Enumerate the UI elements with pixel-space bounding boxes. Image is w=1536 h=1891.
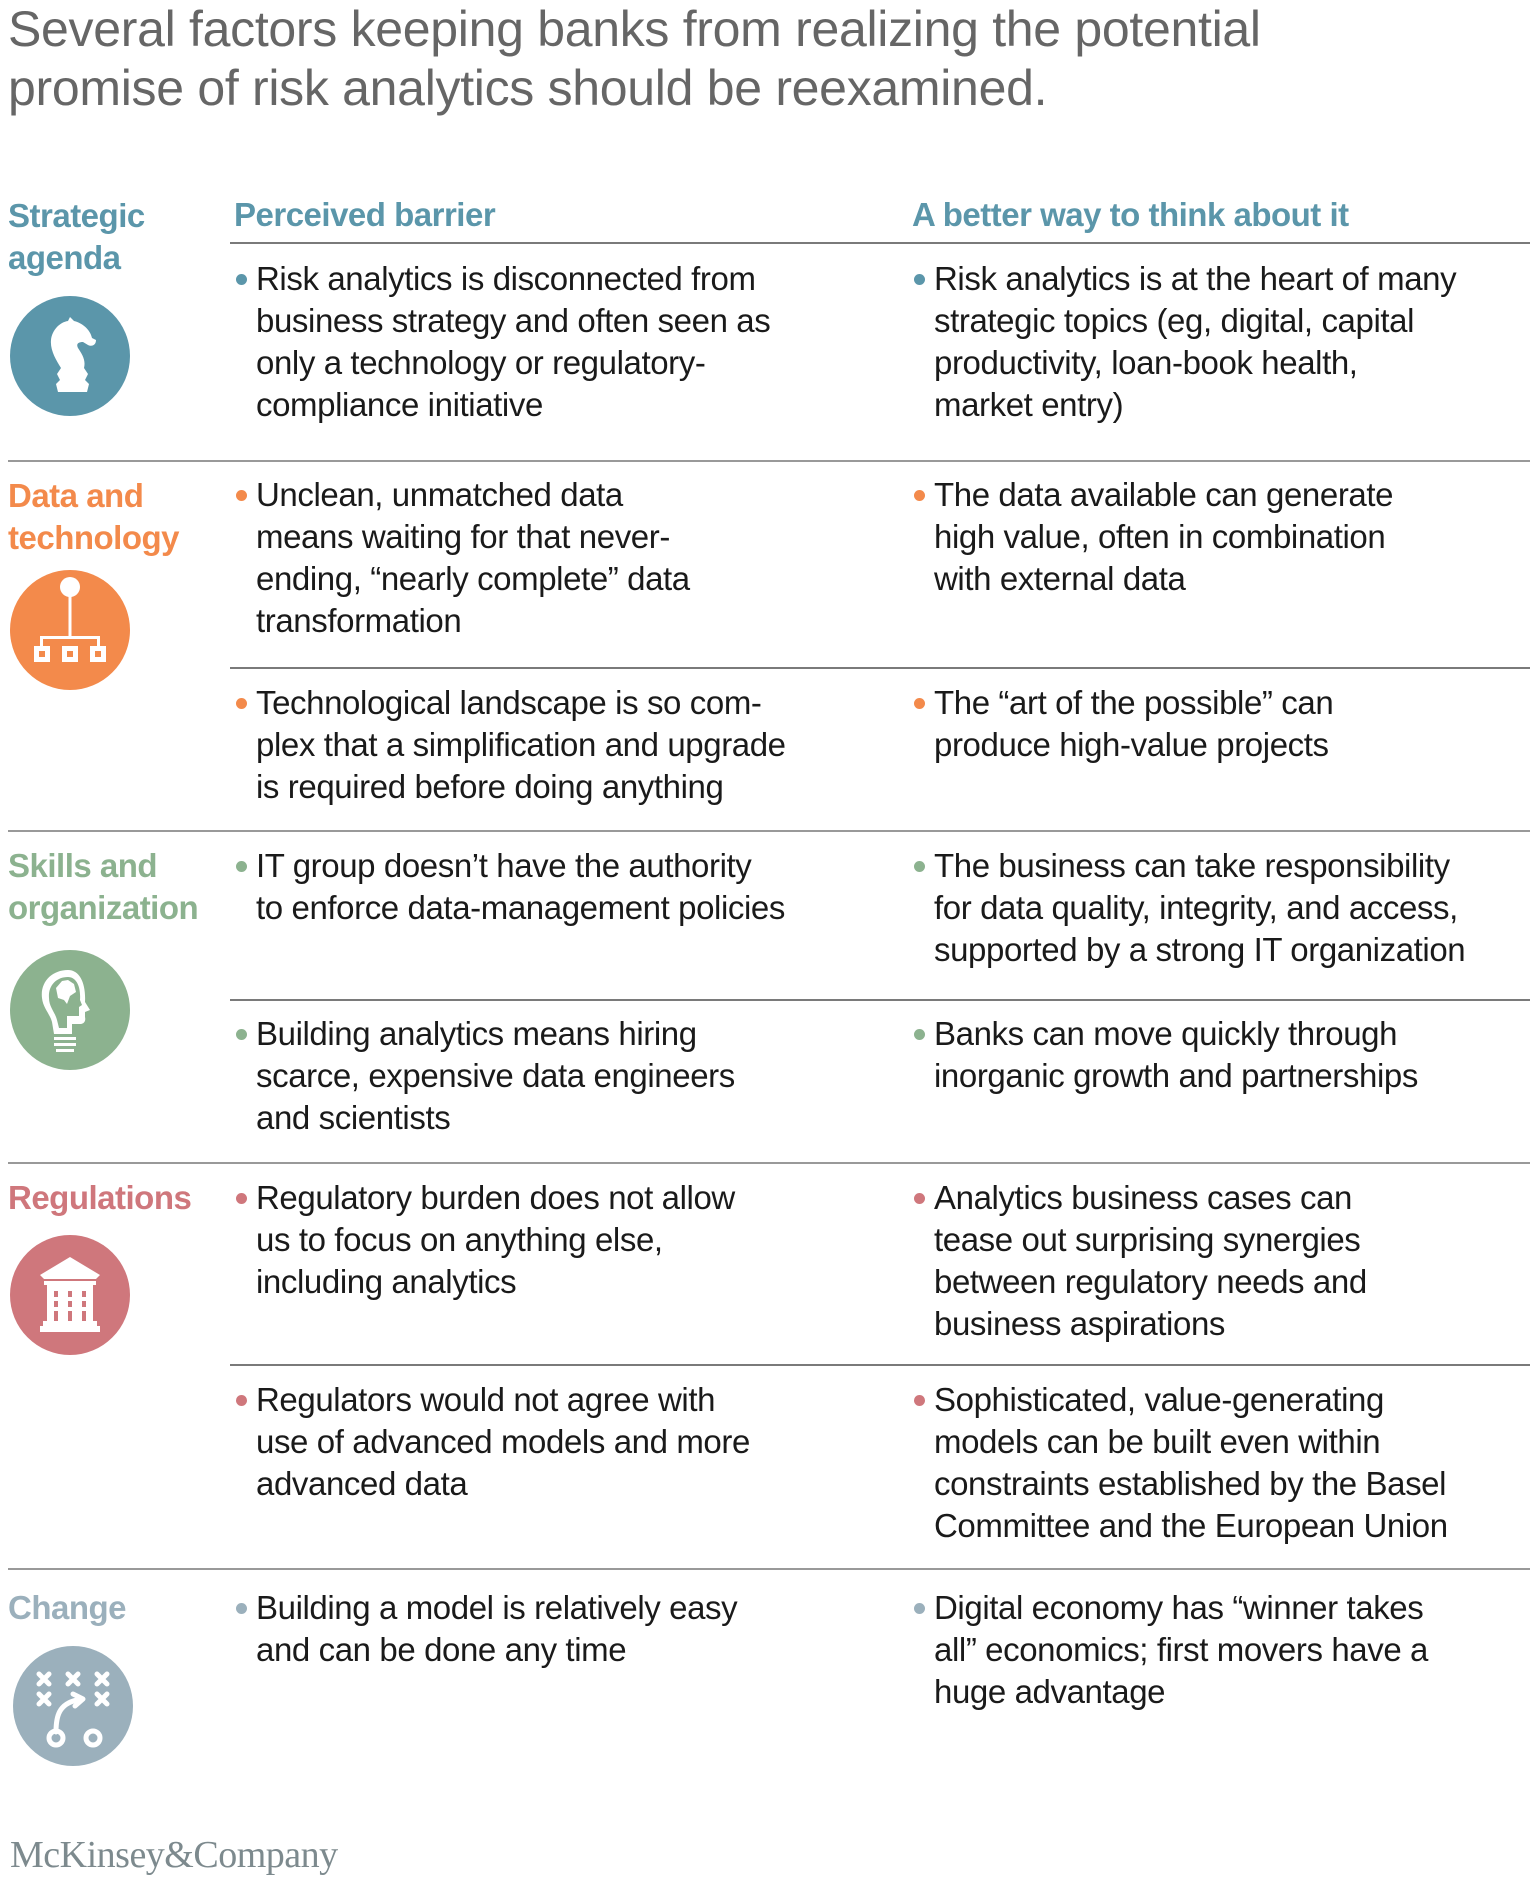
text-line: between regulatory needs and	[934, 1263, 1367, 1300]
text-line: tease out surprising synergies	[934, 1221, 1361, 1258]
text-line: The “art of the possible” can	[934, 684, 1334, 721]
category-label-line: Strategic	[8, 197, 145, 234]
bullet-icon	[236, 1029, 247, 1040]
category-label: Regulations	[8, 1177, 192, 1219]
text-line: constraints established by the Basel	[934, 1465, 1447, 1502]
text-line: Regulators would not agree with	[256, 1381, 716, 1418]
mckinsey-logo: McKinsey&Company	[10, 1834, 338, 1876]
network-hierarchy-icon	[10, 570, 130, 690]
row-divider	[230, 999, 1530, 1001]
bullet-icon	[236, 1395, 247, 1406]
bullet-icon	[914, 1395, 925, 1406]
bullet-icon	[914, 698, 925, 709]
row-divider	[230, 667, 1530, 669]
column-header-better-way: A better way to think about it	[912, 196, 1349, 233]
category-label: Change	[8, 1587, 127, 1629]
text-line: scarce, expensive data engineers	[256, 1057, 735, 1094]
bullet-icon	[236, 274, 247, 285]
text-line: all” economics; first movers have a	[934, 1631, 1429, 1668]
bullet-icon	[236, 490, 247, 501]
text-line: and scientists	[256, 1099, 451, 1136]
text-line: use of advanced models and more	[256, 1423, 750, 1460]
text-line: Banks can move quickly through	[934, 1015, 1398, 1052]
section-divider	[8, 830, 1530, 832]
play-strategy-icon	[13, 1646, 133, 1766]
category-label-line: Skills and	[8, 847, 158, 884]
category-label-line: agenda	[8, 239, 121, 276]
section-divider	[8, 1568, 1530, 1570]
bullet-icon	[914, 274, 925, 285]
section-divider	[8, 1162, 1530, 1164]
text-line: to enforce data-management policies	[256, 889, 785, 926]
bank-building-icon	[10, 1235, 130, 1355]
title-line-2: promise of risk analytics should be reex…	[8, 60, 1048, 116]
header-divider	[230, 242, 1530, 244]
bullet-icon	[914, 1603, 925, 1614]
text-line: for data quality, integrity, and access,	[934, 889, 1458, 926]
text-line: IT group doesn’t have the authority	[256, 847, 752, 884]
lightbulb-head-icon	[10, 950, 130, 1070]
text-line: Risk analytics is disconnected from	[256, 260, 756, 297]
bullet-icon	[914, 490, 925, 501]
category-label-line: Regulations	[8, 1179, 192, 1216]
text-line: and can be done any time	[256, 1631, 627, 1668]
text-line: including analytics	[256, 1263, 517, 1300]
category-label: Strategic agenda	[8, 195, 145, 279]
text-line: Risk analytics is at the heart of many	[934, 260, 1457, 297]
text-line: The data available can generate	[934, 476, 1394, 513]
text-line: Analytics business cases can	[934, 1179, 1353, 1216]
text-line: means waiting for that never-	[256, 518, 670, 555]
chess-knight-icon	[10, 296, 130, 416]
text-line: with external data	[934, 560, 1186, 597]
text-line: is required before doing anything	[256, 768, 724, 805]
text-line: Building a model is relatively easy	[256, 1589, 738, 1626]
category-label-line: technology	[8, 519, 180, 556]
bullet-icon	[236, 698, 247, 709]
text-line: high value, often in combination	[934, 518, 1386, 555]
text-line: Committee and the European Union	[934, 1507, 1448, 1544]
page-title: Several factors keeping banks from reali…	[8, 0, 1508, 118]
bullet-icon	[236, 1193, 247, 1204]
bullet-icon	[236, 861, 247, 872]
text-line: business strategy and often seen as	[256, 302, 771, 339]
text-line: business aspirations	[934, 1305, 1225, 1342]
text-line: inorganic growth and partnerships	[934, 1057, 1418, 1094]
text-line: strategic topics (eg, digital, capital	[934, 302, 1415, 339]
text-line: Digital economy has “winner takes	[934, 1589, 1424, 1626]
category-label-line: Change	[8, 1589, 127, 1626]
title-line-1: Several factors keeping banks from reali…	[8, 1, 1261, 57]
bullet-icon	[914, 1029, 925, 1040]
text-line: Technological landscape is so com-	[256, 684, 762, 721]
text-line: compliance initiative	[256, 386, 543, 423]
text-line: produce high-value projects	[934, 726, 1329, 763]
section-divider	[8, 460, 1530, 462]
text-line: advanced data	[256, 1465, 468, 1502]
row-divider	[230, 1364, 1530, 1366]
text-line: market entry)	[934, 386, 1124, 423]
text-line: models can be built even within	[934, 1423, 1381, 1460]
text-line: Regulatory burden does not allow	[256, 1179, 735, 1216]
text-line: supported by a strong IT organization	[934, 931, 1466, 968]
category-label: Skills and organization	[8, 845, 199, 929]
text-line: us to focus on anything else,	[256, 1221, 663, 1258]
text-line: ending, “nearly complete” data	[256, 560, 690, 597]
column-header-perceived-barrier: Perceived barrier	[234, 196, 496, 233]
category-label-line: organization	[8, 889, 199, 926]
text-line: productivity, loan-book health,	[934, 344, 1358, 381]
category-label-line: Data and	[8, 477, 144, 514]
category-label: Data and technology	[8, 475, 180, 559]
text-line: only a technology or regulatory-	[256, 344, 706, 381]
bullet-icon	[914, 1193, 925, 1204]
text-line: huge advantage	[934, 1673, 1166, 1710]
text-line: transformation	[256, 602, 462, 639]
bullet-icon	[914, 861, 925, 872]
text-line: Building analytics means hiring	[256, 1015, 697, 1052]
bullet-icon	[236, 1603, 247, 1614]
text-line: Sophisticated, value-generating	[934, 1381, 1384, 1418]
text-line: plex that a simplification and upgrade	[256, 726, 786, 763]
text-line: Unclean, unmatched data	[256, 476, 623, 513]
text-line: The business can take responsibility	[934, 847, 1450, 884]
